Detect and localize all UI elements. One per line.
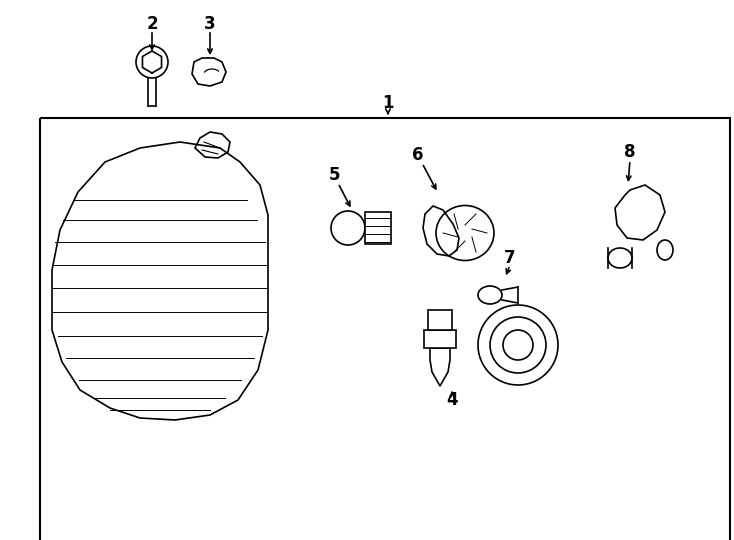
- Text: 5: 5: [330, 166, 341, 184]
- Text: 2: 2: [146, 15, 158, 33]
- Text: 7: 7: [504, 249, 516, 267]
- Text: 8: 8: [624, 143, 636, 161]
- Text: 3: 3: [204, 15, 216, 33]
- Text: 1: 1: [382, 94, 393, 112]
- Bar: [428, 310, 452, 330]
- Bar: [424, 330, 456, 348]
- Text: 6: 6: [413, 146, 424, 164]
- Text: 4: 4: [446, 391, 458, 409]
- Bar: [40, 118, 730, 540]
- Bar: [365, 212, 391, 244]
